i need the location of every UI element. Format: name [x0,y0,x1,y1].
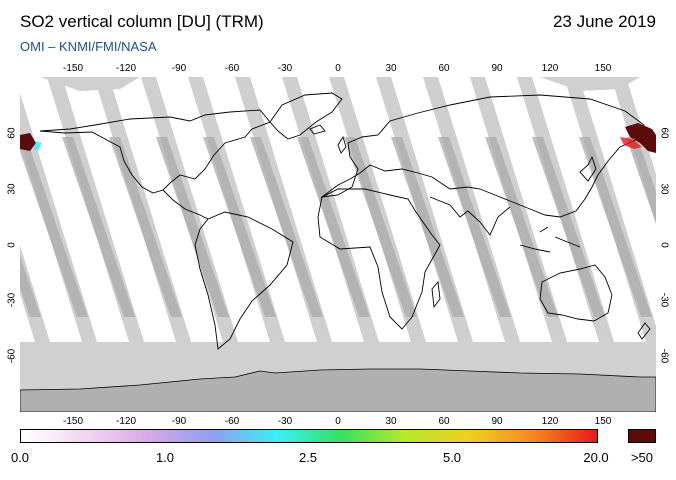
colorbar-overflow-label: >50 [630,450,654,465]
orbit-overlap-stripe [297,137,370,317]
coast-indonesia [519,226,581,253]
lon-tick-top-5: 0 [335,63,341,74]
so2-hotspot-alaska [20,133,36,151]
map-date: 23 June 2019 [552,12,656,31]
coast-australia [539,264,613,322]
lon-tick-top-4: -30 [277,63,293,74]
lat-tick-left-0: 60 [6,127,18,139]
lon-tick-bottom-10: 150 [594,416,612,427]
lon-tick-top-3: -60 [224,63,240,74]
orbit-overlap-stripe [20,256,41,317]
coast-japan [579,155,597,182]
coast-north-america [39,109,271,194]
lon-tick-top-6: 30 [385,63,397,74]
lon-tick-top-7: 60 [438,63,450,74]
lon-tick-bottom-3: -60 [224,416,240,427]
lon-tick-top-9: 120 [541,63,559,74]
orbit-overlap-stripe [438,137,511,317]
colorbar-label-4: 20.0 [583,450,609,465]
coast-iceland [309,124,326,135]
so2-hotspot-alaska-fringe [34,141,42,151]
colorbar [20,429,598,443]
lon-tick-top-0: -150 [62,63,84,74]
colorbar-label-2: 2.5 [298,450,318,465]
lon-tick-bottom-1: -120 [115,416,137,427]
coast-greenland [269,92,343,140]
orbit-overlap-stripe [20,137,88,317]
lon-tick-bottom-6: 30 [385,416,397,427]
orbit-overlap-stripe [532,137,605,317]
coastlines [39,92,651,350]
orbit-overlap-stripe [391,137,464,317]
lat-tick-right-1: 30 [658,183,670,195]
orbit-overlap-stripe [203,137,276,317]
lat-tick-right-4: -60 [658,348,670,364]
orbit-overlap-stripe [579,137,652,317]
coast-south-america [194,211,294,350]
north-polar-cap [40,77,640,91]
lon-tick-bottom-4: -30 [277,416,293,427]
lon-tick-bottom-5: 0 [335,416,341,427]
lon-tick-top-8: 90 [491,63,503,74]
orbit-overlap-stripe [344,137,417,317]
orbit-overlap-stripe [62,137,135,317]
coast-arabia-india [429,196,511,236]
lon-tick-bottom-2: -90 [171,416,187,427]
so2-map [20,77,656,412]
lon-tick-bottom-8: 90 [491,416,503,427]
orbit-overlap-stripe [250,137,323,317]
lat-tick-right-0: 60 [658,127,670,139]
lat-tick-left-1: 30 [6,183,18,195]
coast-madagascar [431,280,441,309]
lon-tick-top-2: -90 [171,63,187,74]
map-title: SO2 vertical column [DU] (TRM) [20,12,264,31]
lon-tick-bottom-0: -150 [62,416,84,427]
coast-central-america [162,189,209,220]
antarctica [20,368,656,412]
coast-uk [337,135,347,154]
lon-tick-top-10: 150 [594,63,612,74]
coast-europe-asia [320,94,645,218]
so2-hotspot-kamchatka [625,123,656,153]
lat-tick-right-3: -30 [658,293,670,308]
lat-tick-left-2: 0 [6,241,18,248]
lon-tick-bottom-7: 60 [438,416,450,427]
map-credit: OMI – KNMI/FMI/NASA [20,39,157,54]
lon-tick-top-1: -120 [115,63,137,74]
so2-hotspot-kamchatka-fringe [620,137,642,149]
colorbar-label-1: 1.0 [155,450,175,465]
lon-tick-bottom-9: 120 [541,416,559,427]
coast-africa [317,188,441,330]
orbit-overlap-stripe [109,137,182,317]
coast-new-zealand [637,322,651,340]
colorbar-gradient [21,430,597,442]
colorbar-label-3: 5.0 [442,450,462,465]
colorbar-overflow-swatch [628,429,656,443]
orbit-overlap-stripe [485,137,558,317]
orbit-overlap-stripe [156,137,229,317]
so2-hotspots [20,123,656,153]
colorbar-label-0: 0.0 [10,450,30,465]
lat-tick-left-4: -60 [6,348,18,364]
lat-tick-left-3: -30 [6,293,18,308]
lat-tick-right-2: 0 [658,241,670,248]
